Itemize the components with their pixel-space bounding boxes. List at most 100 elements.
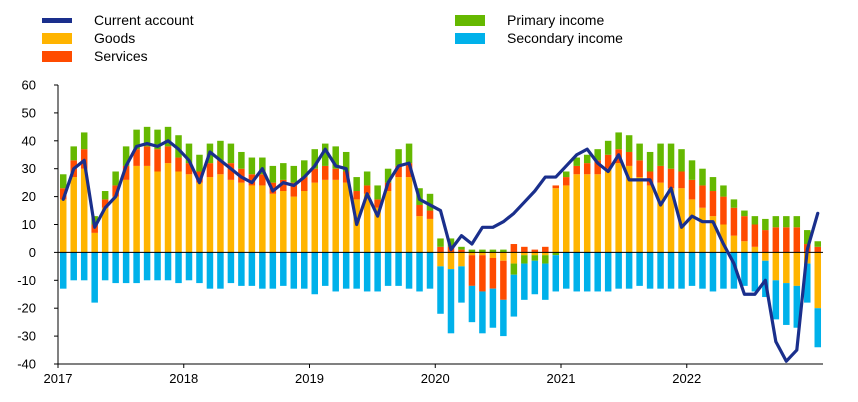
bar-primary-income (70, 146, 77, 161)
bar-services (437, 246, 444, 253)
bar-secondary-income (164, 252, 172, 281)
bar-primary-income (269, 165, 277, 183)
bar-primary-income (101, 191, 109, 200)
y-tick-label: -20 (17, 301, 36, 316)
bar-primary-income (688, 160, 696, 180)
bar-services (175, 157, 182, 172)
bar-primary-income (793, 216, 801, 228)
bar-primary-income (678, 149, 685, 172)
bar-goods (154, 171, 161, 253)
bar-goods (290, 196, 298, 253)
bar-goods (720, 224, 727, 253)
bar-secondary-income (730, 252, 738, 289)
legend-item-primary-income: Primary income (455, 11, 604, 29)
bar-goods (164, 163, 172, 253)
y-tick-label: 10 (22, 217, 36, 232)
bar-goods (646, 185, 654, 253)
bar-services (793, 227, 801, 253)
bar-secondary-income (112, 252, 119, 284)
bar-primary-income (667, 143, 675, 169)
bar-secondary-income (227, 252, 235, 284)
bar-services (552, 185, 560, 189)
bar-goods (143, 165, 151, 253)
bar-primary-income (143, 126, 151, 147)
legend-swatch-secondary-income (455, 32, 485, 44)
bar-goods (688, 199, 696, 253)
bar-primary-income (301, 160, 308, 178)
y-tick-label: -40 (17, 357, 36, 372)
bar-goods (521, 252, 528, 256)
bar-goods (678, 188, 685, 253)
bar-secondary-income (667, 252, 675, 289)
bar-primary-income (332, 146, 339, 169)
bar-secondary-income (238, 252, 245, 286)
bar-services (164, 146, 172, 164)
bar-secondary-income (206, 252, 214, 289)
bar-primary-income (353, 177, 360, 192)
bar-services (741, 216, 748, 242)
bar-services (667, 168, 675, 189)
bar-goods (542, 252, 549, 256)
bar-secondary-income (479, 291, 486, 334)
bar-primary-income (311, 149, 318, 169)
bar-primary-income (741, 210, 748, 217)
bar-services (185, 163, 193, 175)
y-tick-label: 40 (22, 133, 36, 148)
bar-primary-income (636, 143, 643, 161)
bar-secondary-income (489, 288, 497, 328)
bar-primary-income (122, 146, 130, 166)
bar-secondary-income (91, 252, 98, 303)
bar-secondary-income (678, 252, 685, 289)
bar-services (196, 171, 203, 183)
bar-goods (479, 252, 486, 256)
bar-goods (615, 163, 622, 253)
bar-primary-income (814, 241, 822, 247)
bar-secondary-income (217, 252, 224, 289)
bar-secondary-income (353, 252, 360, 289)
bar-secondary-income (468, 285, 476, 323)
bar-goods (458, 252, 465, 267)
bar-primary-income (238, 151, 245, 169)
bar-secondary-income (636, 252, 643, 286)
bar-secondary-income (804, 263, 811, 303)
bar-primary-income (500, 249, 507, 253)
bar-primary-income (489, 249, 497, 253)
bar-secondary-income (793, 285, 801, 328)
bar-primary-income (374, 185, 381, 200)
bar-goods (783, 252, 790, 284)
bar-secondary-income (154, 252, 161, 281)
bar-goods (447, 252, 455, 270)
bar-goods (500, 252, 507, 261)
bar-primary-income (458, 246, 465, 250)
x-tick-label: 2021 (547, 371, 576, 386)
bar-goods (196, 182, 203, 253)
bar-secondary-income (70, 252, 77, 281)
bar-secondary-income (500, 299, 507, 337)
bar-services (363, 185, 371, 194)
bar-services (814, 246, 822, 253)
bar-services (489, 257, 497, 289)
bar-goods (101, 207, 109, 253)
bar-goods (604, 168, 612, 253)
bar-primary-income (563, 171, 570, 178)
bar-goods (437, 252, 444, 267)
bar-secondary-income (521, 263, 528, 300)
bar-services (143, 146, 151, 166)
y-tick-label: 30 (22, 161, 36, 176)
bar-secondary-income (395, 252, 402, 286)
bar-services (405, 163, 413, 178)
bar-primary-income (583, 154, 591, 164)
bar-secondary-income (342, 252, 350, 289)
bar-services (321, 165, 329, 180)
bar-primary-income (447, 238, 455, 247)
bar-primary-income (573, 157, 580, 166)
bar-primary-income (521, 255, 528, 264)
bar-goods (468, 252, 476, 256)
bar-services (426, 210, 434, 219)
y-tick-label: -10 (17, 273, 36, 288)
bar-secondary-income (374, 252, 381, 292)
bar-primary-income (112, 171, 119, 186)
bar-goods (793, 252, 801, 286)
bar-services (259, 174, 266, 186)
bar-secondary-income (542, 263, 549, 300)
